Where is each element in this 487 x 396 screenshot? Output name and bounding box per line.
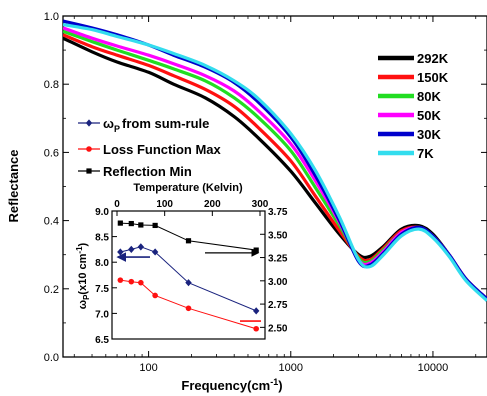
inset-point-circle bbox=[128, 278, 135, 285]
inset-point-diamond bbox=[128, 245, 135, 253]
inset-point-diamond bbox=[185, 279, 192, 287]
inset-left-tick-label: 7.0 bbox=[95, 309, 109, 320]
y-tick-label: 0.8 bbox=[44, 79, 59, 91]
inset-right-tick-label: 2.50 bbox=[268, 323, 288, 334]
inset-axis-ticks: 0 100 200 300 6.5 7.0 7.5 8.0 8.5 9.0 2.50 2.75 3.00… bbox=[95, 199, 288, 346]
y-tick-label: 0.4 bbox=[44, 216, 59, 228]
inset-right-tick-label: 3.25 bbox=[268, 254, 288, 265]
inset-right-tick-label: 3.75 bbox=[268, 207, 288, 218]
inset-left-tick-label: 9.0 bbox=[95, 207, 109, 218]
inset-legend-label-2: Reflection Min bbox=[103, 164, 192, 179]
x-axis-title: Frequency(cm-1) bbox=[181, 377, 282, 393]
inset-legend: ωP from sum-rule Loss Function Max Reflecti… bbox=[78, 116, 222, 179]
y-tick-label: 0.0 bbox=[44, 352, 59, 364]
inset-point-square bbox=[128, 220, 134, 227]
inset-frame bbox=[111, 210, 266, 340]
inset-point-diamond bbox=[151, 248, 159, 256]
inset-right-tick-label: 2.75 bbox=[268, 300, 288, 311]
inset-series bbox=[117, 220, 260, 332]
inset-legend-label-1: Loss Function Max bbox=[103, 142, 222, 157]
inset-right-tick-label: 3.50 bbox=[268, 230, 288, 241]
inset-point-square bbox=[253, 247, 259, 253]
temperature-legend: 292K 150K 80K 50K 30K 7K bbox=[378, 51, 449, 161]
y-tick-label: 0.2 bbox=[44, 284, 59, 296]
inset-point-square bbox=[185, 238, 192, 244]
x-tick-label: 1000 bbox=[279, 362, 303, 374]
series-line-7k bbox=[63, 22, 487, 302]
legend-label-292k: 292K bbox=[417, 51, 449, 66]
inset-point-diamond bbox=[252, 307, 260, 315]
inset-point-circle bbox=[253, 325, 259, 332]
inset-top-tick-label: 300 bbox=[252, 199, 269, 210]
inset-point-circle bbox=[117, 277, 124, 283]
inset-y-axis-title: ωP(x10 cm-1) bbox=[75, 242, 91, 309]
y-tick-label: 1.0 bbox=[44, 11, 59, 23]
inset-point-square bbox=[152, 222, 158, 229]
inset-point-diamond bbox=[137, 243, 145, 251]
inset-top-axis-title: Temperature (Kelvin) bbox=[133, 182, 243, 194]
reflectance-series-lines bbox=[63, 19, 487, 302]
inset-legend-label-0: ωP from sum-rule bbox=[103, 116, 209, 134]
inset-left-tick-label: 7.5 bbox=[95, 284, 109, 295]
y-axis-title: Reflectance bbox=[6, 150, 21, 223]
legend-label-80k: 80K bbox=[417, 89, 441, 104]
x-tick-label: 10000 bbox=[418, 362, 449, 374]
axis-indicator-arrows bbox=[116, 248, 261, 322]
x-tick-label: 100 bbox=[139, 362, 157, 374]
inset-legend-marker-1 bbox=[86, 146, 92, 152]
inset-legend-marker-2 bbox=[86, 168, 92, 174]
inset-point-circle bbox=[152, 292, 158, 299]
inset-point-circle bbox=[185, 305, 192, 312]
inset-point-circle bbox=[138, 279, 144, 286]
inset-top-tick-label: 100 bbox=[156, 199, 173, 210]
inset-legend-marker-0 bbox=[85, 119, 93, 127]
y-tick-label: 0.6 bbox=[44, 147, 59, 159]
inset-left-tick-label: 8.5 bbox=[95, 233, 109, 244]
legend-label-30k: 30K bbox=[417, 127, 441, 142]
inset-chart: 0 100 200 300 6.5 7.0 7.5 8.0 8.5 9.0 2.50 2.75 3.00… bbox=[75, 182, 288, 346]
legend-label-150k: 150K bbox=[417, 70, 449, 85]
inset-left-tick-label: 8.0 bbox=[95, 258, 109, 269]
inset-point-square bbox=[138, 222, 144, 228]
inset-top-tick-label: 0 bbox=[114, 199, 120, 210]
legend-label-50k: 50K bbox=[417, 108, 441, 123]
inset-left-tick-label: 6.5 bbox=[95, 335, 109, 346]
inset-right-tick-label: 3.00 bbox=[268, 277, 288, 288]
inset-point-square bbox=[117, 220, 123, 226]
legend-label-7k: 7K bbox=[417, 146, 434, 161]
inset-top-tick-label: 200 bbox=[204, 199, 221, 210]
